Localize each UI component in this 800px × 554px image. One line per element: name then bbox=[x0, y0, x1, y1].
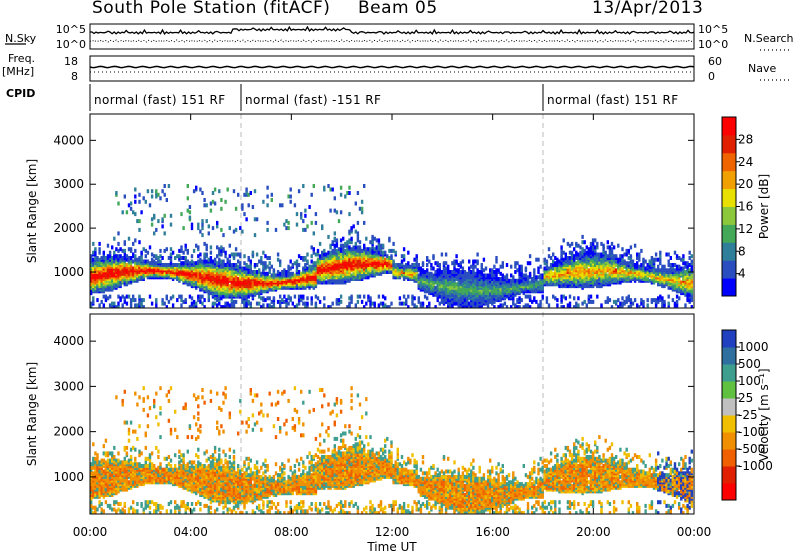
noise-left-tick: 10^5 bbox=[56, 23, 86, 36]
freq-right-tick: 60 bbox=[708, 55, 722, 68]
y-tick-label: 2000 bbox=[53, 425, 84, 439]
noise-left-tick: 10^0 bbox=[56, 38, 86, 51]
colorbar-segment bbox=[722, 188, 736, 207]
y-tick-label: 1000 bbox=[53, 470, 84, 484]
colorbar-segment bbox=[722, 260, 736, 279]
colorbar-tick-label: 1000 bbox=[738, 340, 769, 354]
freq-left-tick: 8 bbox=[71, 70, 78, 83]
y-tick-label: 3000 bbox=[53, 177, 84, 191]
colorbar-segment bbox=[722, 449, 736, 467]
nsky-label: N.Sky bbox=[5, 32, 37, 45]
colorbar-segment bbox=[722, 206, 736, 225]
colorbar-segment bbox=[722, 278, 736, 297]
colorbar-segment bbox=[722, 466, 736, 484]
cpid-label: CPID bbox=[6, 87, 36, 100]
x-tick-label: 00:00 bbox=[73, 525, 108, 539]
noise-right-tick: 10^0 bbox=[698, 38, 728, 51]
colorbar-tick-label: -500 bbox=[738, 442, 765, 456]
colorbar-tick-label: 4 bbox=[738, 267, 746, 281]
colorbar-segment bbox=[722, 170, 736, 190]
y-axis-label: Slant Range [km] bbox=[25, 159, 39, 263]
colorbar-tick-label: -1000 bbox=[738, 459, 773, 473]
colorbar-tick-label: 25 bbox=[738, 391, 753, 405]
freq-left-tick: 18 bbox=[64, 55, 78, 68]
x-tick-label: 20:00 bbox=[576, 525, 611, 539]
colorbar-tick-label: 100 bbox=[738, 374, 761, 388]
freq-right-tick: 0 bbox=[708, 70, 715, 83]
colorbar-tick-label: 16 bbox=[738, 200, 753, 214]
y-tick-label: 2000 bbox=[53, 221, 84, 235]
nave-label: Nave bbox=[748, 62, 777, 75]
colorbar-tick-label: 20 bbox=[738, 177, 753, 191]
colorbar-segment bbox=[722, 483, 736, 501]
y-tick-label: 4000 bbox=[53, 133, 84, 147]
colorbar-segment bbox=[722, 381, 736, 399]
station-title: South Pole Station (fitACF) bbox=[92, 0, 331, 18]
colorbar-segment bbox=[722, 117, 736, 136]
colorbar-tick-label: 500 bbox=[738, 357, 761, 371]
colorbar-segment bbox=[722, 224, 736, 243]
freq-trace bbox=[89, 65, 695, 69]
nsky-trace bbox=[90, 25, 695, 35]
colorbar-segment bbox=[722, 432, 736, 450]
colorbar-tick-label: 28 bbox=[738, 132, 753, 146]
y-tick-label: 4000 bbox=[53, 334, 84, 348]
colorbar-segment bbox=[722, 364, 736, 382]
cpid-segment-label: normal (fast) 151 RF bbox=[547, 93, 679, 107]
colorbar-segment bbox=[722, 242, 736, 261]
cpid-segment-label: normal (fast) 151 RF bbox=[94, 93, 226, 107]
x-axis-label: Time UT bbox=[366, 540, 417, 554]
x-tick-label: 16:00 bbox=[475, 525, 510, 539]
colorbar-segment bbox=[722, 347, 736, 365]
freq-unit-label: [MHz] bbox=[2, 65, 35, 78]
colorbar-segment bbox=[722, 398, 736, 416]
colorbar-segment bbox=[722, 415, 736, 433]
colorbar-segment bbox=[722, 330, 736, 348]
colorbar-segment bbox=[722, 152, 736, 172]
y-axis-label: Slant Range [km] bbox=[25, 362, 39, 466]
noise-right-tick: 10^5 bbox=[698, 23, 728, 36]
y-tick-label: 3000 bbox=[53, 379, 84, 393]
cpid-segment-label: normal (fast) -151 RF bbox=[245, 93, 381, 107]
x-tick-label: 04:00 bbox=[173, 525, 208, 539]
date-title: 13/Apr/2013 bbox=[592, 0, 704, 18]
colorbar-label: Velocity [m s⁻¹] bbox=[757, 368, 771, 461]
colorbar-label: Power [dB] bbox=[757, 174, 771, 239]
colorbar-tick-label: 12 bbox=[738, 222, 753, 236]
nsearch-trace bbox=[89, 39, 695, 43]
x-tick-label: 08:00 bbox=[274, 525, 309, 539]
colorbar-segment bbox=[722, 134, 736, 154]
colorbar-tick-label: 24 bbox=[738, 155, 753, 169]
noise-panel-frame bbox=[89, 23, 695, 50]
colorbar-tick-label: -25 bbox=[738, 408, 758, 422]
colorbar-tick-label: 8 bbox=[738, 244, 746, 258]
freq-label: Freq. bbox=[8, 52, 36, 65]
beam-title: Beam 05 bbox=[358, 0, 438, 18]
y-tick-label: 1000 bbox=[53, 265, 84, 279]
x-tick-label: 00:00 bbox=[677, 525, 712, 539]
nsearch-label: N.Search bbox=[744, 32, 794, 45]
freq-panel-frame bbox=[89, 55, 695, 82]
colorbar-tick-label: -100 bbox=[738, 425, 765, 439]
x-tick-label: 12:00 bbox=[375, 525, 410, 539]
